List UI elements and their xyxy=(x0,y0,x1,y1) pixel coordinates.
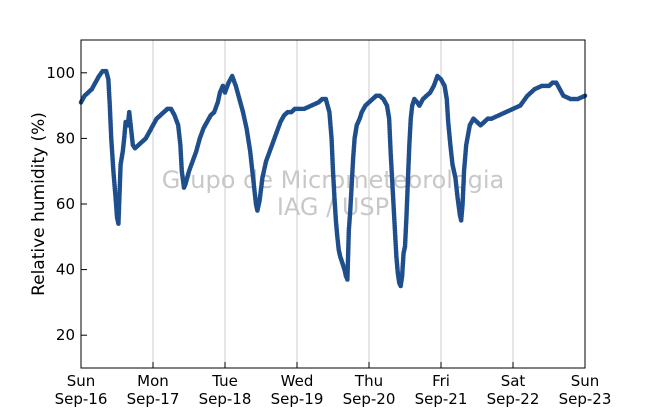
x-tick-label-date: Sep-23 xyxy=(559,390,612,408)
y-tick-label: 60 xyxy=(56,195,75,213)
x-tick-label-day: Thu xyxy=(354,372,383,390)
x-tick-label-date: Sep-18 xyxy=(199,390,252,408)
x-tick-label-date: Sep-19 xyxy=(271,390,324,408)
y-tick-label: 40 xyxy=(56,261,75,279)
y-tick-label: 100 xyxy=(46,64,75,82)
x-tick-label-date: Sep-22 xyxy=(487,390,540,408)
y-axis: 20 40 60 80 100 xyxy=(46,64,87,344)
x-axis: SunSep-16MonSep-17TueSep-18WedSep-19ThuS… xyxy=(55,362,612,408)
x-tick-label-day: Sat xyxy=(501,372,526,390)
x-tick-label-day: Fri xyxy=(432,372,450,390)
x-tick-label-day: Mon xyxy=(137,372,169,390)
y-axis-title: Relative humidity (%) xyxy=(29,112,49,296)
x-tick-label-day: Sun xyxy=(571,372,600,390)
y-tick-label: 20 xyxy=(56,326,75,344)
x-tick-label-date: Sep-17 xyxy=(127,390,180,408)
y-tick-label: 80 xyxy=(56,129,75,147)
x-tick-label-date: Sep-16 xyxy=(55,390,108,408)
x-tick-label-date: Sep-20 xyxy=(343,390,396,408)
data-points xyxy=(78,68,588,289)
x-tick-label-date: Sep-21 xyxy=(415,390,468,408)
x-tick-label-day: Wed xyxy=(281,372,314,390)
x-tick-label-day: Sun xyxy=(67,372,96,390)
x-tick-label-day: Tue xyxy=(211,372,238,390)
